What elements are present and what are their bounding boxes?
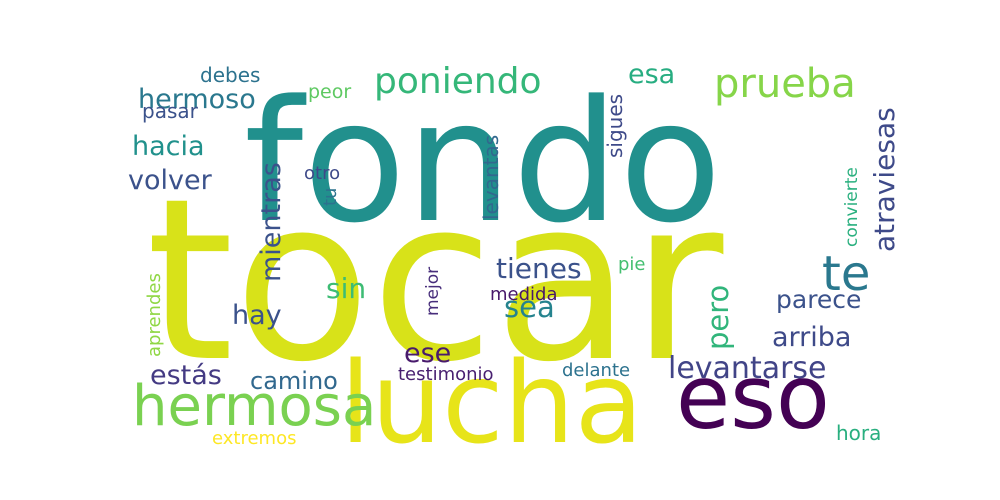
word-sigues: sigues [603,94,627,158]
word-ese: ese [404,338,451,369]
word-hermosa: hermosa [132,374,376,439]
word-hay: hay [232,300,282,331]
word-tienes: tienes [496,252,582,285]
word-tocar: tocar [146,150,724,411]
word-convierte: convierte [842,167,862,247]
word-sea: sea [504,290,555,324]
word-extremos: extremos [212,428,296,449]
word-volver: volver [128,165,213,196]
word-poniendo: poniendo [374,61,542,102]
word-prueba: prueba [714,61,856,107]
word-arriba: arriba [772,322,851,353]
word-atraviesas: atraviesas [868,107,901,252]
word-delante: delante [562,360,630,381]
word-camino: camino [250,367,338,395]
word-debes: debes [200,63,260,87]
word-lucha: lucha [340,339,643,469]
word-fondo: fondo [244,64,722,260]
word-testimonio: testimonio [398,364,494,385]
word-eso: eso [676,346,830,449]
word-pie: pie [618,254,646,275]
word-pasar: pasar [142,99,199,123]
word-levantarse: levantarse [668,351,827,386]
word-medida: medida [490,284,558,305]
word-hermoso: hermoso [138,84,256,115]
word-esa: esa [628,59,675,90]
word-te: te [822,246,870,302]
word-levantas: levantas [479,135,503,220]
word-hacia: hacia [132,131,205,162]
word-parece: parece [776,285,861,314]
word-aprendes: aprendes [144,273,165,357]
word-hora: hora [836,421,881,445]
word-pero: pero [701,285,735,350]
word-sin: sin [326,272,366,305]
word-otro: otro [304,163,340,184]
word-tu: tu [320,188,341,206]
word-mientras: mientras [256,162,287,282]
word-mejor: mejor [423,267,443,316]
word-estás: estás [150,360,222,391]
word-peor: peor [308,81,351,103]
